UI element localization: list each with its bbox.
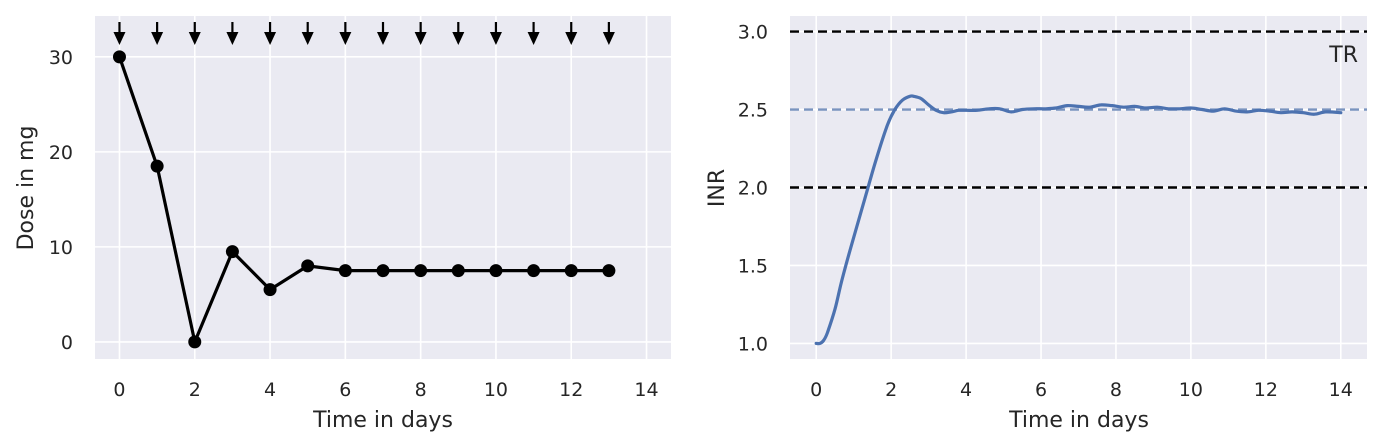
inr-line bbox=[814, 94, 1343, 346]
dose-arrows bbox=[113, 22, 615, 45]
dose-arrow-head bbox=[452, 32, 465, 45]
inr-y-axis-label: INR bbox=[705, 169, 730, 207]
inr-y-tick-label: 2.0 bbox=[738, 178, 768, 200]
dose-plot-area bbox=[95, 16, 671, 359]
dose-arrow-head bbox=[339, 32, 352, 45]
inr-x-tick-label: 6 bbox=[1035, 379, 1047, 401]
dose-point bbox=[188, 335, 202, 349]
dose-arrow-head bbox=[414, 32, 427, 45]
inr-x-tick-label: 14 bbox=[1329, 379, 1353, 401]
dose-y-tick-label: 10 bbox=[49, 237, 73, 259]
dose-arrow-head bbox=[602, 32, 615, 45]
dose-arrow-head bbox=[489, 32, 502, 45]
inr-x-tick-label: 8 bbox=[1110, 379, 1122, 401]
inr-x-tick-label: 2 bbox=[885, 379, 897, 401]
dose-point bbox=[150, 159, 164, 173]
dose-point bbox=[376, 264, 390, 278]
dose-arrow-head bbox=[151, 32, 164, 45]
dose-chart: 0 2 4 6 8 10 12 14 0 10 20 30 Time in days Dose in … bbox=[14, 16, 671, 433]
dose-x-tick-label: 6 bbox=[339, 379, 351, 401]
inr-x-tick-label: 0 bbox=[810, 379, 822, 401]
dose-y-tick-label: 20 bbox=[49, 142, 73, 164]
dose-point bbox=[338, 264, 352, 278]
dose-series bbox=[112, 50, 616, 349]
therapeutic-range-label: TR bbox=[1328, 43, 1358, 68]
dose-arrow-head bbox=[226, 32, 239, 45]
dose-point bbox=[263, 283, 277, 297]
dose-point bbox=[225, 245, 239, 259]
dose-arrow-head bbox=[377, 32, 389, 45]
dose-y-tick-label: 0 bbox=[61, 332, 73, 354]
inr-x-tick-label: 4 bbox=[960, 379, 972, 401]
dose-arrow-head bbox=[527, 32, 540, 45]
dose-x-tick-label: 0 bbox=[113, 379, 125, 401]
dose-point bbox=[301, 259, 315, 273]
dose-point bbox=[112, 50, 126, 64]
inr-chart: 0 2 4 6 8 10 12 14 1.0 1.5 2.0 2.5 3.0 TR Time in da… bbox=[705, 16, 1367, 433]
dose-x-tick-label: 10 bbox=[484, 379, 508, 401]
dose-arrow-head bbox=[565, 32, 578, 45]
inr-x-tick-label: 12 bbox=[1254, 379, 1278, 401]
dose-arrow-head bbox=[188, 32, 201, 45]
dose-point bbox=[527, 264, 541, 278]
dose-x-tick-label: 12 bbox=[559, 379, 583, 401]
dose-tick-labels: 0 2 4 6 8 10 12 14 0 10 20 30 bbox=[49, 47, 659, 401]
inr-y-tick-label: 3.0 bbox=[738, 22, 768, 44]
dose-x-tick-label: 4 bbox=[264, 379, 276, 401]
dose-arrow-head bbox=[301, 32, 314, 45]
inr-y-tick-label: 2.5 bbox=[738, 100, 768, 122]
dose-point bbox=[451, 264, 465, 278]
inr-reference-lines bbox=[790, 30, 1367, 189]
dose-x-tick-label: 14 bbox=[634, 379, 658, 401]
dose-x-axis-label: Time in days bbox=[312, 408, 453, 433]
inr-tick-labels: 0 2 4 6 8 10 12 14 1.0 1.5 2.0 2.5 3.0 bbox=[738, 22, 1353, 401]
dose-point bbox=[602, 264, 616, 278]
dose-arrow-head bbox=[113, 32, 126, 45]
dose-point bbox=[489, 264, 503, 278]
dose-point bbox=[414, 264, 428, 278]
inr-x-tick-label: 10 bbox=[1179, 379, 1203, 401]
inr-y-tick-label: 1.5 bbox=[738, 255, 768, 277]
inr-series bbox=[814, 94, 1343, 346]
dose-point bbox=[564, 264, 578, 278]
dose-x-tick-label: 2 bbox=[189, 379, 201, 401]
dose-gridlines bbox=[95, 16, 671, 359]
dose-y-tick-label: 30 bbox=[49, 47, 73, 69]
dose-y-axis-label: Dose in mg bbox=[14, 126, 39, 251]
inr-y-tick-label: 1.0 bbox=[738, 333, 768, 355]
dose-arrow-head bbox=[264, 32, 277, 45]
dose-x-tick-label: 8 bbox=[415, 379, 427, 401]
inr-x-axis-label: Time in days bbox=[1008, 408, 1149, 433]
